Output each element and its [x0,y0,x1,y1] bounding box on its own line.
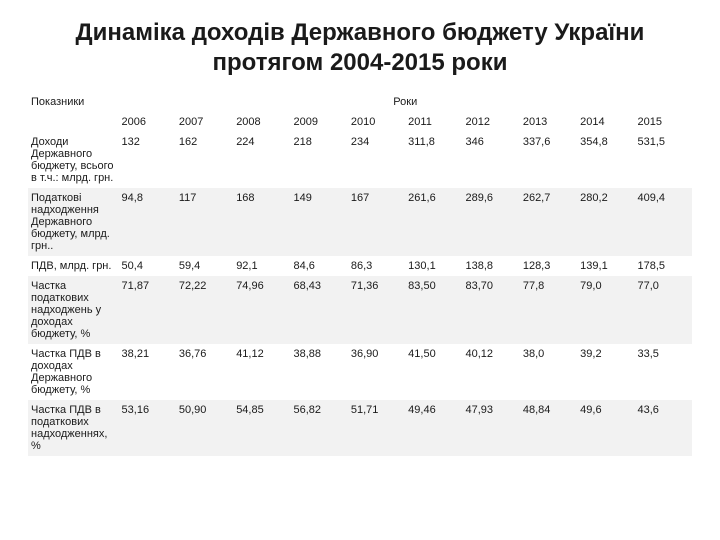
cell: 337,6 [520,132,577,188]
cell: 48,84 [520,400,577,456]
cell: 130,1 [405,256,462,276]
budget-table: Показники Роки 2006 2007 2008 2009 2010 … [28,92,692,456]
year-header: 2013 [520,112,577,132]
cell: 79,0 [577,276,634,344]
year-header: 2007 [176,112,233,132]
cell: 262,7 [520,188,577,256]
table-row: Частка ПДВ в податкових надходженнях, % … [28,400,692,456]
col-header-indicator: Показники [28,92,119,112]
year-header: 2011 [405,112,462,132]
year-header: 2014 [577,112,634,132]
row-label: Частка ПДВ в доходах Державного бюджету,… [28,344,119,400]
cell: 132 [119,132,176,188]
cell: 83,70 [463,276,520,344]
cell: 117 [176,188,233,256]
year-header: 2010 [348,112,405,132]
year-header: 2009 [291,112,348,132]
row-label: Доходи Державного бюджету, всього в т.ч.… [28,132,119,188]
cell: 40,12 [463,344,520,400]
table-row: Доходи Державного бюджету, всього в т.ч.… [28,132,692,188]
col-header-blank [28,112,119,132]
row-label: Частка податкових надходжень у доходах б… [28,276,119,344]
cell: 86,3 [348,256,405,276]
cell: 38,21 [119,344,176,400]
table-row: Податкові надходження Державного бюджету… [28,188,692,256]
cell: 84,6 [291,256,348,276]
cell: 346 [463,132,520,188]
cell: 56,82 [291,400,348,456]
cell: 33,5 [634,344,692,400]
cell: 49,46 [405,400,462,456]
cell: 71,87 [119,276,176,344]
cell: 311,8 [405,132,462,188]
cell: 54,85 [233,400,290,456]
cell: 168 [233,188,290,256]
cell: 128,3 [520,256,577,276]
year-header: 2006 [119,112,176,132]
cell: 178,5 [634,256,692,276]
cell: 38,88 [291,344,348,400]
cell: 36,90 [348,344,405,400]
row-label: Частка ПДВ в податкових надходженнях, % [28,400,119,456]
cell: 167 [348,188,405,256]
cell: 149 [291,188,348,256]
cell: 354,8 [577,132,634,188]
cell: 41,12 [233,344,290,400]
row-label: Податкові надходження Державного бюджету… [28,188,119,256]
cell: 280,2 [577,188,634,256]
cell: 531,5 [634,132,692,188]
cell: 289,6 [463,188,520,256]
cell: 50,90 [176,400,233,456]
cell: 138,8 [463,256,520,276]
cell: 36,76 [176,344,233,400]
cell: 77,0 [634,276,692,344]
cell: 53,16 [119,400,176,456]
cell: 51,71 [348,400,405,456]
cell: 71,36 [348,276,405,344]
table-row: ПДВ, млрд. грн. 50,4 59,4 92,1 84,6 86,3… [28,256,692,276]
cell: 59,4 [176,256,233,276]
cell: 94,8 [119,188,176,256]
cell: 68,43 [291,276,348,344]
slide-title: Динаміка доходів Державного бюджету Укра… [28,18,692,78]
table-body: Доходи Державного бюджету, всього в т.ч.… [28,132,692,456]
row-label: ПДВ, млрд. грн. [28,256,119,276]
cell: 47,93 [463,400,520,456]
cell: 261,6 [405,188,462,256]
year-header: 2015 [634,112,692,132]
cell: 74,96 [233,276,290,344]
cell: 92,1 [233,256,290,276]
col-header-years: Роки [119,92,692,112]
cell: 83,50 [405,276,462,344]
cell: 77,8 [520,276,577,344]
cell: 162 [176,132,233,188]
cell: 234 [348,132,405,188]
cell: 72,22 [176,276,233,344]
year-header: 2008 [233,112,290,132]
slide: Динаміка доходів Державного бюджету Укра… [0,0,720,540]
cell: 139,1 [577,256,634,276]
cell: 49,6 [577,400,634,456]
table-row: Частка податкових надходжень у доходах б… [28,276,692,344]
cell: 218 [291,132,348,188]
cell: 224 [233,132,290,188]
cell: 50,4 [119,256,176,276]
cell: 39,2 [577,344,634,400]
cell: 41,50 [405,344,462,400]
table-row: Частка ПДВ в доходах Державного бюджету,… [28,344,692,400]
cell: 409,4 [634,188,692,256]
cell: 38,0 [520,344,577,400]
cell: 43,6 [634,400,692,456]
year-header: 2012 [463,112,520,132]
